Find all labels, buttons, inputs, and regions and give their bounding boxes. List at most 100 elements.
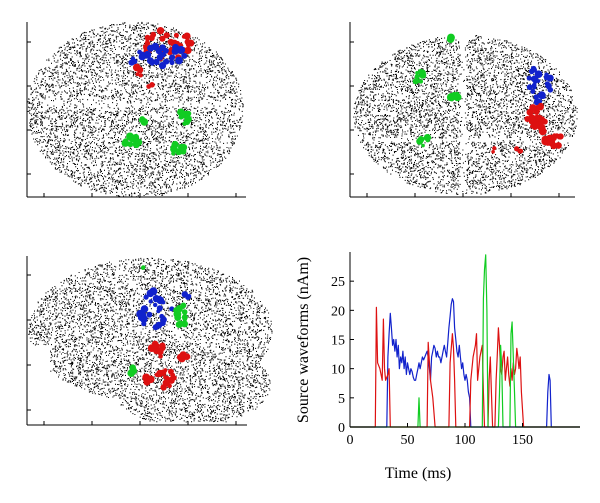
brain-side-view-axes bbox=[26, 256, 247, 426]
side-source-green bbox=[176, 306, 181, 311]
front-source-blue bbox=[533, 94, 539, 100]
y-tick-label: 5 bbox=[338, 392, 345, 407]
front-source-red bbox=[556, 134, 563, 140]
brain-top-view-panel bbox=[26, 21, 246, 198]
side-source-blue bbox=[156, 305, 163, 312]
front-source-red bbox=[530, 124, 535, 129]
source-waveform-chart: 0 5 10 15 20 25 0 50 100 150 Time (ms) Source wav… bbox=[295, 252, 580, 482]
side-source-blue bbox=[141, 321, 147, 327]
front-source-green bbox=[419, 69, 426, 77]
front-source-blue bbox=[536, 79, 541, 83]
front-source-green bbox=[423, 134, 431, 142]
top-source-red bbox=[183, 32, 191, 40]
side-source-red bbox=[172, 375, 177, 380]
top-source-red bbox=[185, 42, 191, 48]
top-source-red bbox=[150, 31, 157, 38]
top-source-green bbox=[181, 149, 187, 155]
top-source-red bbox=[136, 66, 144, 74]
brain-side-view-sources bbox=[127, 265, 192, 391]
x-tick-label: 50 bbox=[401, 433, 415, 448]
top-source-green bbox=[135, 138, 143, 146]
brain-top-view-dots bbox=[27, 21, 244, 198]
waveform-series-1 bbox=[350, 298, 580, 428]
top-source-green bbox=[182, 121, 187, 126]
y-tick-label: 15 bbox=[331, 334, 345, 349]
y-tick-label: 0 bbox=[338, 421, 345, 436]
front-source-green bbox=[448, 94, 455, 102]
front-source-red bbox=[534, 104, 542, 111]
front-source-red bbox=[533, 122, 540, 129]
waveform-axes bbox=[349, 252, 580, 428]
side-source-green bbox=[140, 265, 146, 270]
top-source-green bbox=[173, 142, 177, 147]
front-source-red bbox=[530, 117, 536, 123]
front-source-blue bbox=[544, 81, 550, 87]
top-source-blue bbox=[146, 57, 154, 65]
side-source-green bbox=[178, 320, 183, 325]
front-source-red bbox=[529, 104, 537, 112]
brain-top-view-axes bbox=[26, 22, 246, 198]
waveform-series-group bbox=[350, 254, 580, 428]
front-source-blue bbox=[526, 75, 532, 81]
top-source-blue bbox=[162, 47, 169, 54]
front-source-blue bbox=[547, 87, 554, 93]
top-source-green bbox=[123, 138, 129, 144]
top-source-red bbox=[144, 34, 151, 41]
front-source-blue bbox=[541, 94, 546, 99]
top-source-blue bbox=[153, 58, 160, 66]
side-source-green bbox=[182, 316, 188, 322]
x-tick-label: 100 bbox=[455, 433, 476, 448]
front-source-red bbox=[538, 116, 546, 123]
brain-front-view-axes bbox=[349, 22, 575, 198]
top-source-green bbox=[126, 135, 131, 140]
front-source-blue bbox=[537, 99, 543, 104]
side-source-blue bbox=[140, 305, 149, 313]
top-source-blue bbox=[171, 47, 179, 55]
top-source-green bbox=[179, 110, 186, 117]
y-axis-title: Source waveforms (nAm) bbox=[295, 257, 312, 423]
front-source-red bbox=[524, 116, 531, 122]
front-source-blue bbox=[530, 89, 536, 94]
front-source-green bbox=[421, 143, 425, 148]
side-source-green bbox=[129, 367, 135, 373]
front-source-blue bbox=[530, 65, 537, 72]
brain-front-view-panel bbox=[349, 22, 578, 198]
side-source-blue bbox=[146, 311, 153, 318]
top-source-red bbox=[167, 38, 174, 46]
side-source-red bbox=[162, 379, 170, 387]
side-source-blue bbox=[153, 302, 158, 308]
side-source-red bbox=[163, 375, 168, 380]
brain-side-view-dots bbox=[28, 257, 273, 423]
side-source-blue bbox=[143, 294, 149, 300]
y-tick-label: 20 bbox=[331, 304, 345, 319]
side-source-green bbox=[181, 309, 188, 315]
side-source-blue bbox=[161, 300, 166, 305]
top-source-blue bbox=[177, 45, 186, 54]
top-source-green bbox=[140, 118, 149, 126]
top-source-red bbox=[156, 27, 165, 35]
side-source-blue bbox=[169, 306, 175, 312]
front-source-red bbox=[550, 142, 558, 150]
front-source-red bbox=[537, 123, 546, 132]
side-source-green bbox=[174, 314, 182, 321]
brain-top-view-sources bbox=[121, 27, 195, 156]
side-source-blue bbox=[148, 299, 153, 304]
side-source-blue bbox=[152, 295, 160, 303]
x-tick-label: 150 bbox=[512, 433, 533, 448]
y-tick-label: 10 bbox=[331, 363, 345, 378]
x-tick-label: 0 bbox=[347, 433, 354, 448]
side-source-red bbox=[153, 345, 158, 349]
top-source-red bbox=[163, 32, 170, 39]
front-source-red bbox=[550, 135, 557, 142]
top-source-red bbox=[135, 72, 140, 77]
front-source-green bbox=[453, 93, 462, 101]
brain-side-view-panel bbox=[26, 256, 273, 426]
front-source-blue bbox=[543, 74, 551, 81]
top-source-blue bbox=[181, 52, 188, 59]
front-source-blue bbox=[526, 84, 533, 91]
front-source-red bbox=[517, 148, 523, 154]
top-source-blue bbox=[169, 54, 176, 61]
top-source-blue bbox=[175, 56, 183, 65]
side-source-red bbox=[179, 351, 188, 359]
